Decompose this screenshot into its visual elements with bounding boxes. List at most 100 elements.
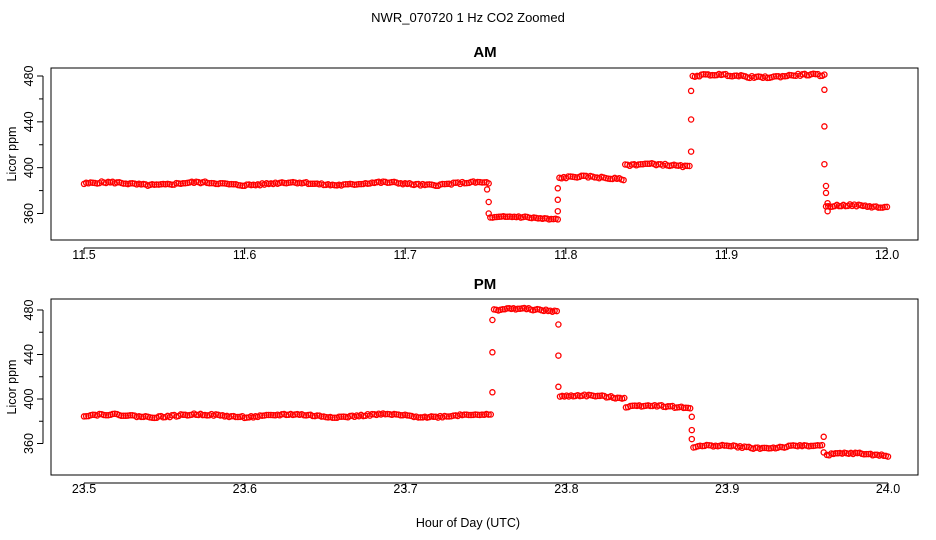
am-data-point xyxy=(502,213,509,221)
pm-data-point xyxy=(89,411,97,418)
am-transition-point xyxy=(485,198,492,206)
am-data-point xyxy=(672,162,680,169)
pm-data-point xyxy=(415,414,422,421)
am-x-axis: 11.5 11.6 11.7 11.8 11.9 12.0 xyxy=(72,247,899,262)
pm-panel: PM 23.5 23.6 23.7 23.8 23.9 24.0 360 400 440 480… xyxy=(5,276,919,496)
pm-data-point xyxy=(393,411,400,418)
pm-data-point xyxy=(647,402,654,410)
am-x-tick-label: 11.8 xyxy=(554,248,577,262)
am-data-point xyxy=(637,160,644,168)
figure-title: NWR_070720 1 Hz CO2 Zoomed xyxy=(371,10,565,25)
am-data-point xyxy=(504,213,511,220)
am-data-point xyxy=(474,178,481,186)
pm-x-tick-label: 23.8 xyxy=(554,482,578,496)
pm-transition-point xyxy=(820,449,827,456)
am-data-point xyxy=(495,213,503,221)
am-data-point xyxy=(564,173,572,180)
pm-transition-point xyxy=(489,316,496,324)
pm-data-point xyxy=(514,305,522,312)
pm-data-point xyxy=(265,411,272,419)
am-transition-point xyxy=(687,116,695,123)
am-data-point xyxy=(384,179,391,186)
am-data-point xyxy=(485,180,492,187)
pm-data-point xyxy=(467,411,475,419)
pm-transition-point xyxy=(555,321,562,328)
am-data-point xyxy=(217,179,224,187)
pm-data-point xyxy=(148,414,156,421)
pm-data-point xyxy=(137,413,145,421)
pm-transition-point xyxy=(820,433,827,441)
pm-data-point xyxy=(234,413,242,421)
am-data-point xyxy=(491,213,498,221)
pm-data-point xyxy=(397,412,404,419)
am-x-tick-label: 11.5 xyxy=(72,248,95,262)
pm-transition-point xyxy=(688,413,696,421)
pm-plot-frame xyxy=(50,298,919,476)
pm-data-point xyxy=(368,410,376,418)
am-data-point xyxy=(628,161,636,168)
pm-data-point xyxy=(499,306,506,313)
am-data-point xyxy=(461,179,468,187)
pm-data-point xyxy=(860,451,868,458)
am-transition-point xyxy=(687,87,695,95)
pm-data-point xyxy=(179,411,187,419)
pm-data-point xyxy=(335,413,343,420)
pm-x-axis: 23.5 23.6 23.7 23.8 23.9 24.0 xyxy=(72,482,900,496)
pm-x-tick-label: 23.9 xyxy=(715,482,739,496)
pm-data-point xyxy=(300,411,308,419)
x-axis-label: Hour of Day (UTC) xyxy=(416,516,520,530)
am-transition-point xyxy=(824,199,831,207)
pm-data-point xyxy=(283,411,290,419)
pm-data-point xyxy=(721,442,728,449)
am-data-point xyxy=(179,180,187,187)
pm-data-point xyxy=(758,444,766,452)
am-data-point xyxy=(644,160,651,168)
am-data-point xyxy=(307,180,314,188)
pm-transition-point xyxy=(489,349,496,356)
pm-data-point xyxy=(594,392,601,400)
am-data-point xyxy=(443,180,451,188)
am-data-point xyxy=(113,179,121,186)
pm-x-tick-label: 23.6 xyxy=(233,482,257,496)
am-data-point xyxy=(478,179,486,186)
pm-transition-point xyxy=(555,352,562,359)
am-x-tick-label: 11.7 xyxy=(393,248,416,262)
am-data-point xyxy=(151,181,158,188)
pm-data-point xyxy=(417,414,424,421)
pm-x-tick-label: 24.0 xyxy=(876,482,900,496)
pm-data-point xyxy=(382,410,389,418)
pm-data-point xyxy=(450,412,457,419)
am-data-point xyxy=(620,176,627,184)
pm-transition-point xyxy=(688,426,696,434)
am-panel: AM 11.5 11.6 11.7 11.8 11.9 12.0 360 400 440 480… xyxy=(5,44,919,262)
pm-data-point xyxy=(122,412,130,420)
pm-data-point xyxy=(785,442,793,450)
am-data-point xyxy=(423,181,431,188)
pm-data-point xyxy=(263,411,270,419)
pm-data-point xyxy=(871,451,879,458)
pm-data-point xyxy=(686,405,694,412)
pm-transition-point xyxy=(489,389,496,396)
pm-data-point xyxy=(100,411,108,419)
pm-data-point xyxy=(228,412,235,420)
pm-data-point xyxy=(485,411,492,418)
pm-data-point xyxy=(472,411,479,418)
pm-data-point xyxy=(269,411,277,419)
am-data-point xyxy=(280,179,288,187)
am-transition-point xyxy=(554,196,562,204)
am-data-point xyxy=(89,179,97,187)
am-data-point xyxy=(578,172,585,180)
pm-data-point xyxy=(671,404,678,411)
pm-data-point xyxy=(404,412,411,419)
pm-x-tick-label: 23.5 xyxy=(72,482,96,496)
pm-data-point xyxy=(814,442,821,449)
pm-data-point xyxy=(120,412,127,419)
pm-data-point xyxy=(862,450,870,458)
am-data-point xyxy=(355,180,363,188)
am-transition-point xyxy=(824,207,831,215)
pm-transition-point xyxy=(555,383,562,391)
pm-y-axis-label: Licor ppm xyxy=(5,360,19,415)
pm-data-point xyxy=(126,411,134,419)
pm-data-point xyxy=(102,411,110,419)
pm-data-point xyxy=(664,403,672,410)
